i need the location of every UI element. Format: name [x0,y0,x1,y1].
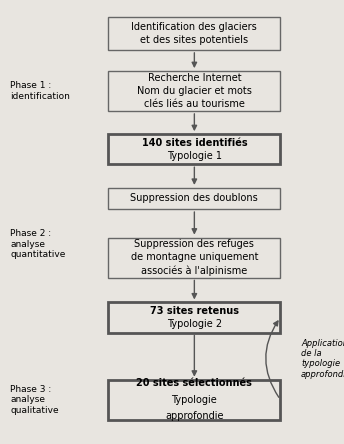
Text: Suppression des refuges
de montagne uniquement
associés à l'alpinisme: Suppression des refuges de montagne uniq… [131,239,258,276]
Text: Identification des glaciers
et des sites potentiels: Identification des glaciers et des sites… [131,22,257,45]
FancyBboxPatch shape [108,134,280,164]
Text: Typologie 1: Typologie 1 [167,151,222,161]
Text: Suppression des doublons: Suppression des doublons [130,194,258,203]
Text: Typologie: Typologie [172,395,217,404]
FancyBboxPatch shape [108,302,280,333]
Text: Phase 2 :
analyse
quantitative: Phase 2 : analyse quantitative [10,229,66,259]
Text: 140 sites identifiés: 140 sites identifiés [141,138,247,148]
Text: Phase 1 :
identification: Phase 1 : identification [10,81,70,101]
FancyBboxPatch shape [108,188,280,209]
Text: Typologie 2: Typologie 2 [167,319,222,329]
Text: Phase 3 :
analyse
qualitative: Phase 3 : analyse qualitative [10,385,59,415]
FancyBboxPatch shape [108,16,280,50]
FancyBboxPatch shape [108,71,280,111]
Text: approfondie: approfondie [165,412,224,421]
FancyBboxPatch shape [108,380,280,420]
FancyBboxPatch shape [108,238,280,278]
Text: Application
de la
typologie
approfondie: Application de la typologie approfondie [301,339,344,379]
Text: 73 sites retenus: 73 sites retenus [150,306,239,316]
Text: Recherche Internet
Nom du glacier et mots
clés liés au tourisme: Recherche Internet Nom du glacier et mot… [137,73,252,109]
Text: 20 sites sélectionnés: 20 sites sélectionnés [137,378,252,388]
